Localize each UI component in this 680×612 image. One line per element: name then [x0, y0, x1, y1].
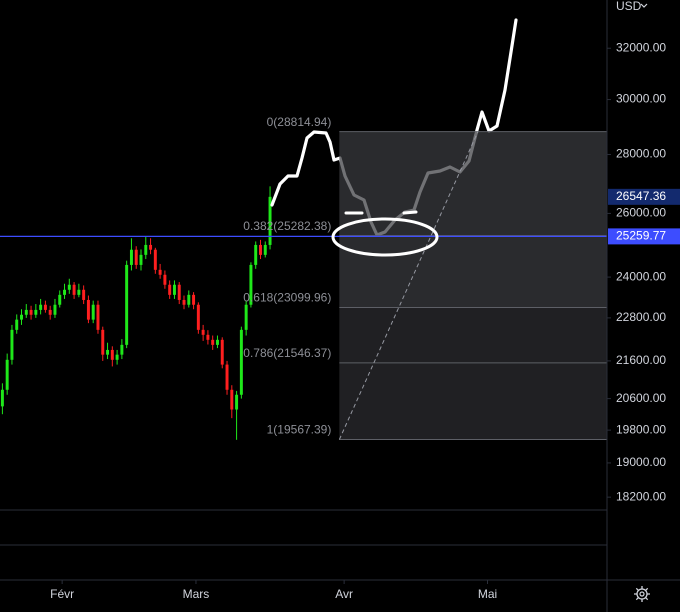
candle-body — [254, 244, 258, 265]
fib-band — [339, 307, 607, 363]
candle-body — [172, 284, 176, 295]
fib-trend-line — [338, 131, 479, 440]
candle-body — [158, 269, 162, 275]
candle-body — [24, 309, 28, 315]
fib-level-label: 1(19567.39) — [267, 423, 332, 437]
settings-icon[interactable] — [634, 586, 650, 602]
y-tick-label: 20600.00 — [616, 391, 666, 405]
candle-body — [259, 244, 262, 255]
candle-body — [215, 339, 219, 345]
x-tick-label: Mars — [183, 587, 210, 601]
y-tick-label: 21600.00 — [616, 353, 666, 367]
candle-body — [263, 244, 267, 255]
candle-body — [77, 289, 81, 295]
candle-body — [249, 264, 253, 305]
y-tick-label: 30000.00 — [616, 92, 666, 106]
y-tick-label: 24000.00 — [616, 269, 666, 283]
candle-body — [53, 304, 57, 315]
candle-body — [211, 339, 215, 345]
candle-body — [34, 309, 38, 315]
fib-level-label: 0.618(23099.96) — [243, 291, 331, 305]
candle-body — [39, 304, 43, 310]
candle-body — [134, 249, 138, 265]
candle-body — [153, 249, 157, 270]
price-line-label: 25259.77 — [616, 229, 666, 243]
y-tick-label: 19000.00 — [616, 455, 666, 469]
x-tick-label: Févr — [50, 587, 74, 601]
candle-body — [239, 329, 243, 395]
candle-body — [10, 329, 14, 360]
candle-body — [120, 344, 124, 355]
candle-body — [201, 329, 205, 335]
candle-body — [86, 299, 90, 320]
candle-body — [268, 196, 272, 245]
candle-body — [220, 339, 224, 365]
candle-body — [163, 274, 167, 285]
candle-body — [91, 304, 95, 320]
candle-body — [101, 329, 105, 355]
fib-level-label: 0.786(21546.37) — [243, 346, 331, 360]
currency-dropdown-icon[interactable] — [640, 3, 648, 8]
candle-body — [82, 289, 86, 300]
candle-body — [67, 284, 71, 290]
fib-band — [339, 362, 607, 440]
y-tick-label: 19800.00 — [616, 422, 666, 436]
candle-body — [225, 364, 229, 390]
candle-body — [235, 394, 239, 410]
plot-area — [0, 186, 272, 440]
gear-teeth — [634, 586, 650, 602]
candle-body — [177, 284, 181, 300]
candle-body — [230, 389, 234, 410]
y-tick-label: 26000.00 — [616, 206, 666, 220]
candle-body — [149, 244, 153, 250]
fib-level-label: 0.382(25282.38) — [243, 219, 331, 233]
candle-body — [110, 349, 114, 360]
candle-body — [5, 359, 9, 390]
price-line-label-box — [608, 228, 680, 245]
highlight-ellipse — [331, 217, 439, 257]
candle-body — [15, 319, 19, 330]
candle-body — [125, 264, 129, 345]
candle-body — [106, 349, 110, 355]
candle-body — [43, 304, 47, 310]
candle-body — [139, 254, 143, 265]
candle-body — [0, 389, 4, 407]
fib-level-label: 0(28814.94) — [267, 115, 332, 129]
last-price-label: 26547.36 — [616, 189, 666, 203]
candle-body — [187, 294, 191, 305]
candle-body — [58, 294, 62, 305]
x-tick-label: Avr — [335, 587, 353, 601]
candle-body — [20, 314, 23, 320]
candle-body — [206, 334, 210, 340]
candle-body — [96, 304, 100, 330]
gear-hub — [639, 591, 645, 597]
y-tick-label: 22800.00 — [616, 310, 666, 324]
candle-body — [144, 244, 148, 255]
candle-body — [115, 354, 119, 360]
candle-body — [129, 249, 133, 265]
sketch-stroke — [402, 210, 418, 215]
candle-body — [196, 304, 200, 330]
fibonacci-retracement: 0(28814.94) 0.382(25282.38) 0.618(23099.96… — [243, 115, 607, 441]
candle-body — [72, 284, 76, 295]
candle-body — [48, 309, 52, 315]
y-tick-label: 28000.00 — [616, 147, 666, 161]
candle-body — [244, 304, 248, 330]
candle-body — [168, 284, 172, 295]
currency-label[interactable]: USD — [616, 0, 642, 13]
y-tick-label: 32000.00 — [616, 40, 666, 54]
fib-band — [339, 235, 607, 308]
x-tick-label: Mai — [478, 587, 497, 601]
candle-body — [182, 299, 186, 305]
candle-body — [63, 289, 67, 295]
candle-body — [192, 294, 196, 305]
y-tick-label: 18200.00 — [616, 489, 666, 503]
candle-body — [29, 309, 33, 315]
axes: 32000.00 30000.00 28000.00 26000.00 24000.00… — [50, 40, 680, 601]
last-price-box — [608, 188, 680, 205]
